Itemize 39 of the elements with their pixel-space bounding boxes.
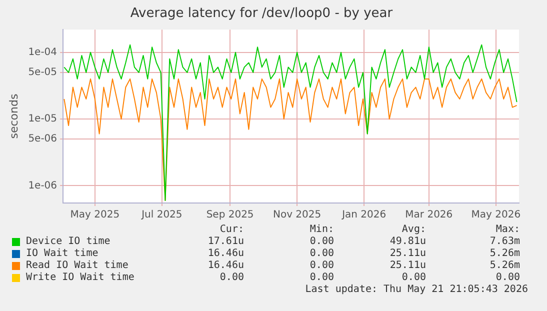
text: 25.11u xyxy=(388,248,426,260)
text: 16.46u xyxy=(206,248,244,260)
y-tick-label: 5e-05 xyxy=(28,67,58,78)
legend-label: IO Wait time xyxy=(26,248,98,260)
y-axis-title: seconds xyxy=(7,94,20,139)
text: 5.26m xyxy=(488,260,520,272)
text: 49.81u xyxy=(388,236,426,248)
legend-label: Write IO Wait time xyxy=(26,272,134,284)
text: Avg: xyxy=(400,224,426,236)
text: 16.46u xyxy=(206,260,244,272)
text: 5.26m xyxy=(488,248,520,260)
x-tick-label: Mar 2026 xyxy=(405,210,453,221)
text: 0.00 xyxy=(308,272,334,284)
text: Max: xyxy=(494,224,520,236)
x-tick-label: Nov 2025 xyxy=(272,210,322,221)
text: Last update: Thu May 21 21:05:43 2026 xyxy=(304,284,529,296)
text: 0.00 xyxy=(494,272,520,284)
text: 17.61u xyxy=(206,236,244,248)
y-tick-label: 1e-06 xyxy=(28,180,58,192)
legend-label: Device IO time xyxy=(26,236,110,248)
text: 7.63m xyxy=(488,236,520,248)
text: 0.00 xyxy=(308,260,334,272)
text: 0.00 xyxy=(308,248,334,260)
text: Cur: xyxy=(218,224,244,236)
x-tick-label: May 2025 xyxy=(70,210,120,221)
y-tick-label: 1e-05 xyxy=(28,114,58,125)
text: 0.00 xyxy=(218,272,244,284)
x-tick-label: Jul 2025 xyxy=(140,210,182,221)
x-tick-label: Jan 2026 xyxy=(341,210,386,221)
text: 25.11u xyxy=(388,260,426,272)
legend-label: Read IO Wait time xyxy=(26,260,128,272)
y-tick-label: 5e-06 xyxy=(28,134,58,145)
y-tick-label: 1e-04 xyxy=(28,47,58,58)
text: Min: xyxy=(308,224,334,236)
text: 0.00 xyxy=(308,236,334,248)
chart-title: Average latency for /dev/loop0 - by year xyxy=(130,6,394,22)
text: 0.00 xyxy=(401,272,426,284)
x-tick-label: May 2026 xyxy=(471,210,521,221)
x-tick-label: Sep 2025 xyxy=(206,210,254,221)
